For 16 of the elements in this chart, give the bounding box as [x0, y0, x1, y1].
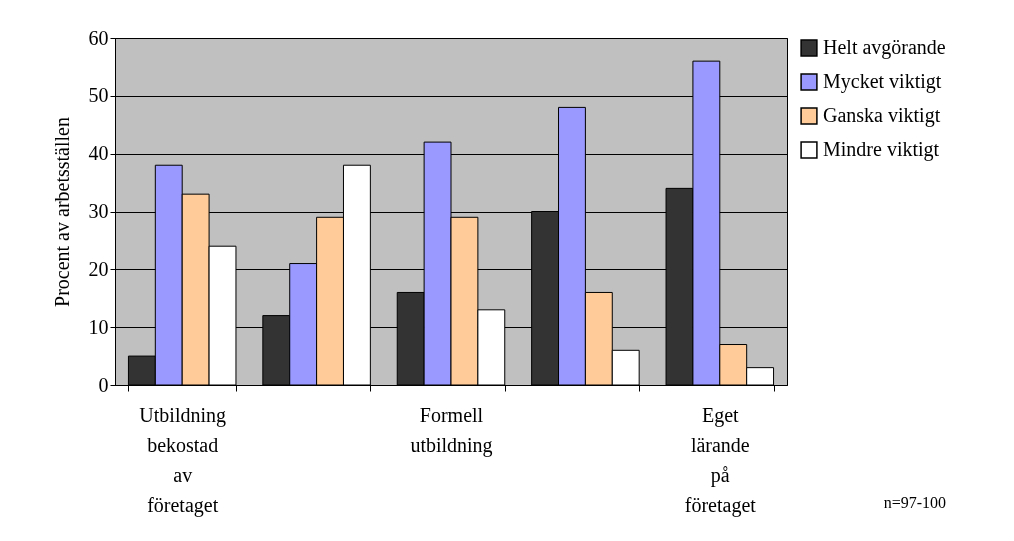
x-tick-label: Utbildning bekostad av företaget — [139, 403, 227, 517]
y-tick-label: 20 — [88, 257, 109, 280]
y-tick-label: 30 — [88, 200, 109, 222]
y-tick-label: 10 — [88, 315, 109, 338]
text: n=97-100 — [883, 494, 946, 511]
legend-label: Helt avgörande — [823, 36, 946, 59]
y-tick-label: 0 — [98, 373, 109, 396]
legend-label: Mycket viktigt — [823, 70, 942, 93]
y-tick-label: 60 — [88, 26, 109, 49]
y-axis-title: Procent av arbetsställen — [50, 117, 73, 307]
legend-label: Mindre viktigt — [823, 138, 940, 161]
y-tick-label: 40 — [88, 142, 109, 165]
y-tick-label: 50 — [88, 84, 109, 107]
x-tick-label: Eget lärande på företaget — [684, 403, 757, 517]
x-tick-label: Formell utbildning — [410, 403, 493, 457]
legend-label: Ganska viktigt — [823, 104, 941, 127]
